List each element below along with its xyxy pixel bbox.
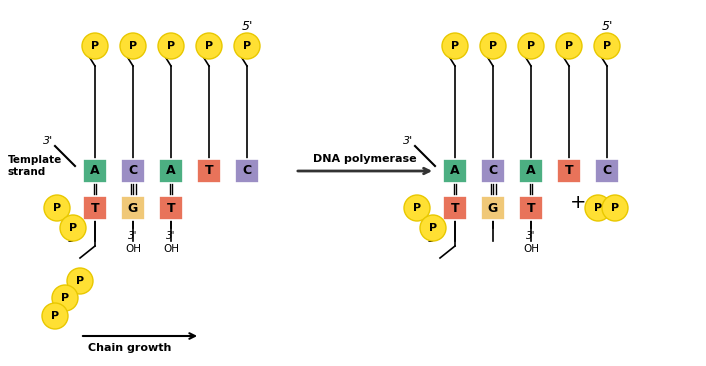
- Text: G: G: [128, 202, 138, 214]
- Circle shape: [44, 195, 70, 221]
- Text: P: P: [129, 41, 137, 51]
- Text: 3': 3': [43, 136, 53, 146]
- Text: T: T: [90, 202, 100, 214]
- Circle shape: [52, 285, 78, 311]
- Circle shape: [404, 195, 430, 221]
- Circle shape: [120, 33, 146, 59]
- Circle shape: [556, 33, 582, 59]
- Circle shape: [420, 215, 446, 241]
- FancyBboxPatch shape: [557, 159, 581, 183]
- FancyBboxPatch shape: [443, 159, 467, 183]
- Circle shape: [480, 33, 506, 59]
- Circle shape: [234, 33, 260, 59]
- FancyBboxPatch shape: [121, 159, 145, 183]
- Text: P: P: [413, 203, 421, 213]
- FancyBboxPatch shape: [595, 159, 619, 183]
- Text: +: +: [570, 194, 586, 213]
- Text: 5': 5': [241, 19, 253, 33]
- Circle shape: [82, 33, 108, 59]
- Text: P: P: [53, 203, 61, 213]
- FancyBboxPatch shape: [235, 159, 259, 183]
- Text: A: A: [526, 164, 536, 178]
- Text: P: P: [167, 41, 175, 51]
- Text: OH: OH: [523, 244, 539, 254]
- FancyBboxPatch shape: [481, 196, 505, 220]
- Circle shape: [602, 195, 628, 221]
- Text: P: P: [594, 203, 602, 213]
- Text: 3': 3': [526, 231, 536, 241]
- Text: P: P: [243, 41, 251, 51]
- Text: P: P: [69, 223, 77, 233]
- Circle shape: [60, 215, 86, 241]
- Text: P: P: [429, 223, 437, 233]
- FancyBboxPatch shape: [83, 159, 107, 183]
- Text: P: P: [61, 293, 69, 303]
- Text: Chain growth: Chain growth: [88, 343, 172, 353]
- Circle shape: [158, 33, 184, 59]
- Text: P: P: [603, 41, 611, 51]
- Text: Template
strand: Template strand: [8, 155, 62, 177]
- Text: OH: OH: [163, 244, 179, 254]
- Text: T: T: [527, 202, 535, 214]
- Text: DNA polymerase: DNA polymerase: [313, 154, 417, 164]
- Text: P: P: [205, 41, 213, 51]
- Text: G: G: [488, 202, 498, 214]
- FancyBboxPatch shape: [519, 159, 543, 183]
- Circle shape: [42, 303, 68, 329]
- Text: P: P: [51, 311, 59, 321]
- Text: T: T: [167, 202, 175, 214]
- Text: A: A: [90, 164, 100, 178]
- Text: C: C: [602, 164, 611, 178]
- Text: T: T: [450, 202, 460, 214]
- FancyBboxPatch shape: [443, 196, 467, 220]
- Text: 5': 5': [602, 19, 613, 33]
- Text: 3': 3': [403, 136, 413, 146]
- Circle shape: [196, 33, 222, 59]
- FancyBboxPatch shape: [519, 196, 543, 220]
- Text: OH: OH: [125, 244, 141, 254]
- Circle shape: [585, 195, 611, 221]
- Text: A: A: [166, 164, 176, 178]
- FancyBboxPatch shape: [481, 159, 505, 183]
- Text: P: P: [91, 41, 99, 51]
- Text: P: P: [527, 41, 535, 51]
- Text: C: C: [242, 164, 251, 178]
- Text: C: C: [128, 164, 138, 178]
- Text: P: P: [76, 276, 84, 286]
- Text: 5': 5': [427, 232, 438, 244]
- Text: T: T: [205, 164, 213, 178]
- FancyBboxPatch shape: [121, 196, 145, 220]
- FancyBboxPatch shape: [197, 159, 221, 183]
- Text: P: P: [565, 41, 573, 51]
- Text: A: A: [450, 164, 460, 178]
- Text: 5': 5': [67, 232, 78, 244]
- Circle shape: [518, 33, 544, 59]
- Text: P: P: [451, 41, 459, 51]
- Text: T: T: [565, 164, 573, 178]
- FancyBboxPatch shape: [159, 159, 183, 183]
- FancyBboxPatch shape: [83, 196, 107, 220]
- Circle shape: [67, 268, 93, 294]
- Text: 3': 3': [166, 231, 176, 241]
- Circle shape: [442, 33, 468, 59]
- Text: P: P: [611, 203, 619, 213]
- Text: C: C: [489, 164, 498, 178]
- Text: 3': 3': [128, 231, 138, 241]
- Text: P: P: [489, 41, 497, 51]
- FancyBboxPatch shape: [159, 196, 183, 220]
- Circle shape: [594, 33, 620, 59]
